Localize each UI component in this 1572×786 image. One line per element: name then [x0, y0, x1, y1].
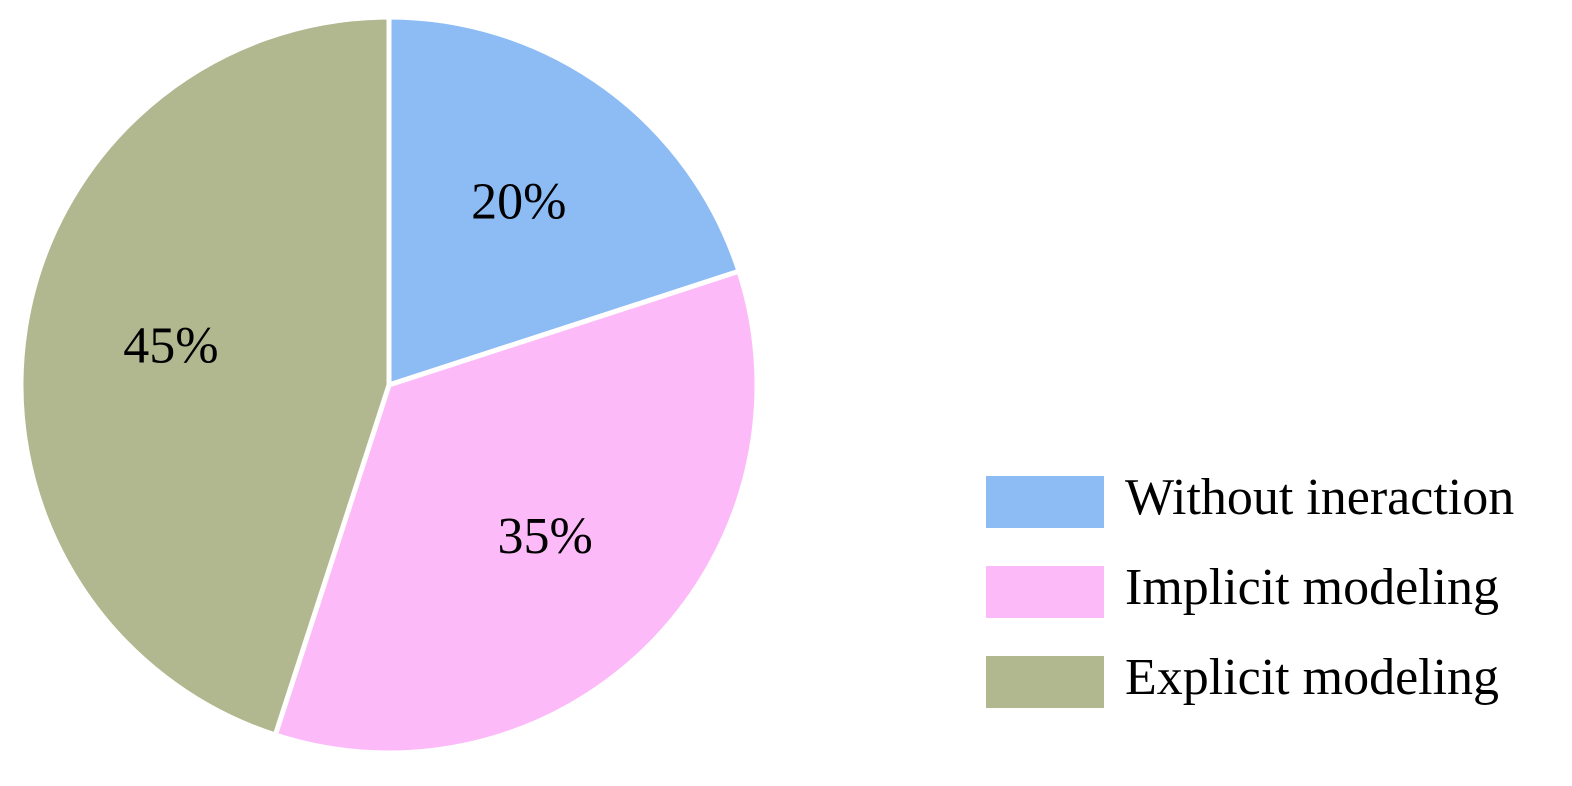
- legend-swatch: [986, 566, 1104, 618]
- pie-slice: [18, 14, 392, 738]
- slice-label: 35%: [497, 508, 592, 565]
- slice-label: 45%: [123, 317, 218, 374]
- slice-label: 20%: [471, 173, 566, 230]
- legend-swatch: [986, 656, 1104, 708]
- pie-slice: [272, 268, 760, 756]
- legend-label: Implicit modeling: [1125, 559, 1499, 616]
- legend-label: Explicit modeling: [1125, 649, 1499, 706]
- legend-label: Without ineraction: [1125, 469, 1514, 526]
- pie-slice: [386, 14, 742, 388]
- legend-swatch: [986, 476, 1104, 528]
